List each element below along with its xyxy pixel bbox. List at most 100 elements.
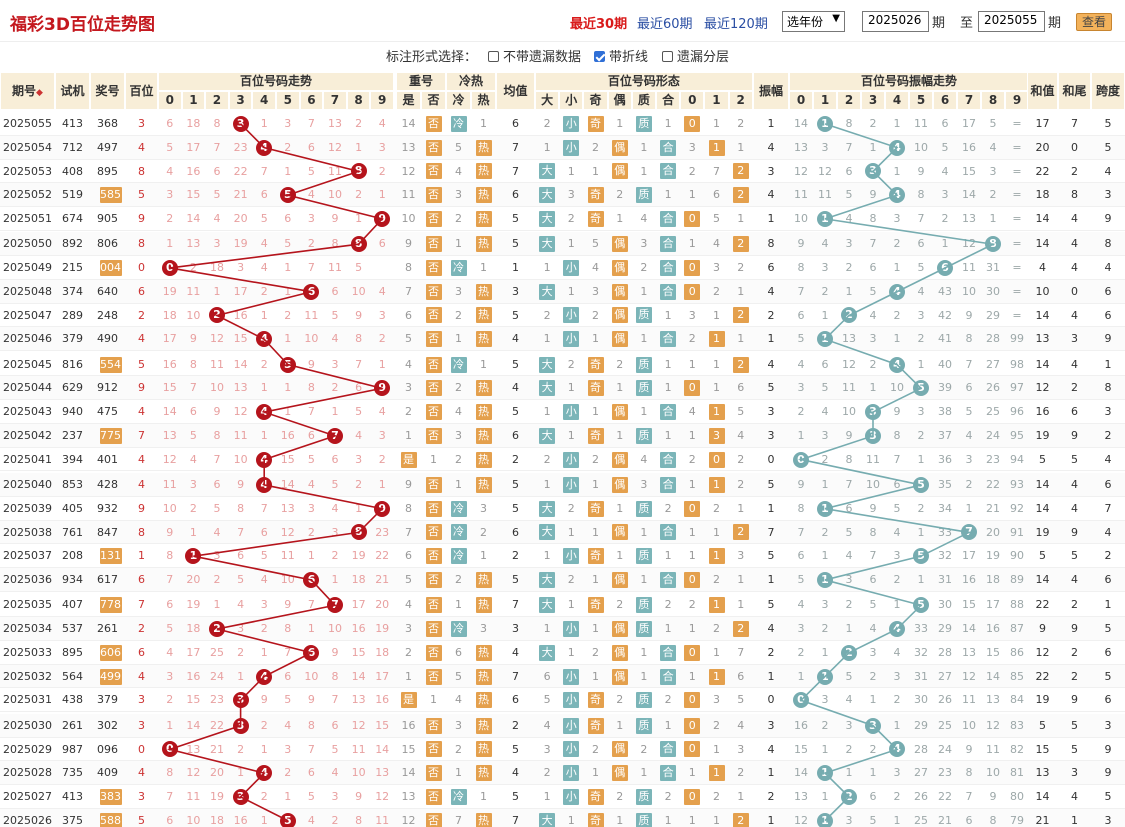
trend-miss: 7 xyxy=(307,742,315,756)
form-miss: 1 xyxy=(664,381,672,395)
route-tag: 0 xyxy=(684,259,701,276)
avg-cell: 2 xyxy=(512,452,519,466)
form-tag: 合 xyxy=(660,236,677,253)
form-tag: 大 xyxy=(539,597,556,614)
header-issue[interactable]: 期号◆ xyxy=(0,72,55,110)
amp-miss: 7 xyxy=(917,212,925,225)
trend-miss: 12 xyxy=(351,718,366,732)
amp-cell: 3 xyxy=(767,164,775,178)
option-layer[interactable]: 遗漏分层 xyxy=(662,46,729,65)
amp-cell: 4 xyxy=(767,188,775,202)
trend-miss: 1 xyxy=(260,813,268,827)
amp-miss: 1 xyxy=(965,501,973,515)
amp-miss: 30 xyxy=(986,284,1000,298)
form-miss: 7 xyxy=(712,164,720,178)
trend-miss: 10 xyxy=(327,622,342,636)
amp-cell: 2 xyxy=(767,645,775,659)
form-tag: 小 xyxy=(563,259,580,276)
amp-miss: 1 xyxy=(869,140,877,154)
trend-miss: 23 xyxy=(233,140,248,154)
avg-cell: 6 xyxy=(512,188,519,202)
sum-cell: 22 xyxy=(1035,164,1050,178)
form-miss: 2 xyxy=(664,501,672,515)
table-header: 期号◆ 试机 奖号 百位 百位号码走势 0 1 2 3 4 5 6 7 8 9 重号是否冷热冷热均值 百位号码形… xyxy=(0,72,1125,110)
amp-miss: 2 xyxy=(821,718,829,732)
trend-miss: 8 xyxy=(355,813,363,827)
header-amp-digit: 8 xyxy=(981,91,1005,110)
trend-miss: 13 xyxy=(162,428,177,442)
sum-cell: 14 xyxy=(1035,212,1050,225)
test-cell: 674 xyxy=(62,212,83,225)
tail-cell: 6 xyxy=(1071,405,1078,419)
checkbox-icon[interactable] xyxy=(662,51,673,62)
amp-cell: 3 xyxy=(767,405,775,419)
checkbox-icon[interactable] xyxy=(488,51,499,62)
trend-miss: 2 xyxy=(189,261,197,275)
amp-miss: 8 xyxy=(989,813,997,827)
trend-miss: 15 xyxy=(351,645,366,659)
amp-ball: 1 xyxy=(817,812,833,827)
form-tag: 奇 xyxy=(587,812,604,827)
issue-cell: 2025026 xyxy=(3,813,52,827)
cold-tag: 冷 xyxy=(450,115,467,132)
trend-miss: 4 xyxy=(378,405,386,419)
hundreds-cell: 4 xyxy=(138,332,145,346)
form-miss: 4 xyxy=(640,212,648,225)
form-miss: 2 xyxy=(616,357,624,371)
amp-miss: 30 xyxy=(914,693,928,707)
range-60-link[interactable]: 最近60期 xyxy=(637,17,693,32)
amp-miss: 13 xyxy=(962,212,976,225)
trend-miss: 2 xyxy=(284,308,292,322)
form-tag: 大 xyxy=(539,210,556,227)
trend-miss: 8 xyxy=(355,332,363,346)
header-amp-digit: 1 xyxy=(813,91,837,110)
amp-miss: 82 xyxy=(1010,742,1024,756)
option-no-miss[interactable]: 不带遗漏数据 xyxy=(488,46,581,65)
repeat-miss: 13 xyxy=(401,140,416,154)
repeat-tag: 否 xyxy=(425,236,442,253)
tail-cell: 9 xyxy=(1071,525,1078,539)
repeat-tag: 是 xyxy=(400,451,417,468)
route-tag: 0 xyxy=(684,692,701,709)
amp-miss: 2 xyxy=(869,117,877,130)
from-issue-input[interactable]: 2025026 xyxy=(862,11,929,32)
trend-miss: 10 xyxy=(304,332,319,346)
form-tag: 质 xyxy=(635,597,652,614)
issue-cell: 2025030 xyxy=(3,718,52,732)
amp-miss: 2 xyxy=(845,742,853,756)
checkbox-checked-icon[interactable] xyxy=(594,51,605,62)
repeat-tag: 否 xyxy=(425,404,442,421)
query-button[interactable]: 查看 xyxy=(1076,13,1112,31)
amp-miss: 2 xyxy=(917,501,925,515)
form-tag: 质 xyxy=(635,692,652,709)
trend-miss: 1 xyxy=(355,140,363,154)
sort-icon[interactable]: ◆ xyxy=(36,88,43,98)
avg-cell: 6 xyxy=(512,525,519,539)
amp-miss: 9 xyxy=(917,164,925,178)
form-miss: 1 xyxy=(591,478,599,492)
trend-miss: 8 xyxy=(189,357,197,371)
range-120-link[interactable]: 最近120期 xyxy=(704,17,768,32)
form-tag: 大 xyxy=(539,283,556,300)
form-tag: 质 xyxy=(635,115,652,132)
amp-miss: 12 xyxy=(794,164,808,178)
amp-miss: 17 xyxy=(962,117,976,130)
tail-cell: 2 xyxy=(1071,669,1078,683)
amp-miss: 25 xyxy=(914,813,928,827)
tail-cell: 5 xyxy=(1071,742,1078,756)
to-issue-input[interactable]: 2025055 xyxy=(978,11,1045,32)
amp-miss: 5 xyxy=(869,284,877,298)
range-30-link[interactable]: 最近30期 xyxy=(570,17,628,32)
amp-cell: 4 xyxy=(767,622,775,636)
amp-miss: 33 xyxy=(914,622,928,636)
trend-miss: 8 xyxy=(213,117,221,130)
amp-miss: 14 xyxy=(986,669,1000,683)
amp-miss: 34 xyxy=(938,501,952,515)
trend-miss: 8 xyxy=(284,622,292,636)
amp-miss: 1 xyxy=(821,790,829,803)
repeat-miss: 1 xyxy=(405,428,412,442)
option-line[interactable]: 带折线 xyxy=(594,46,648,65)
amp-miss: 31 xyxy=(986,261,1000,275)
amp-ball: 3 xyxy=(865,427,881,444)
year-select[interactable]: 选年份 ▼ xyxy=(782,11,845,32)
